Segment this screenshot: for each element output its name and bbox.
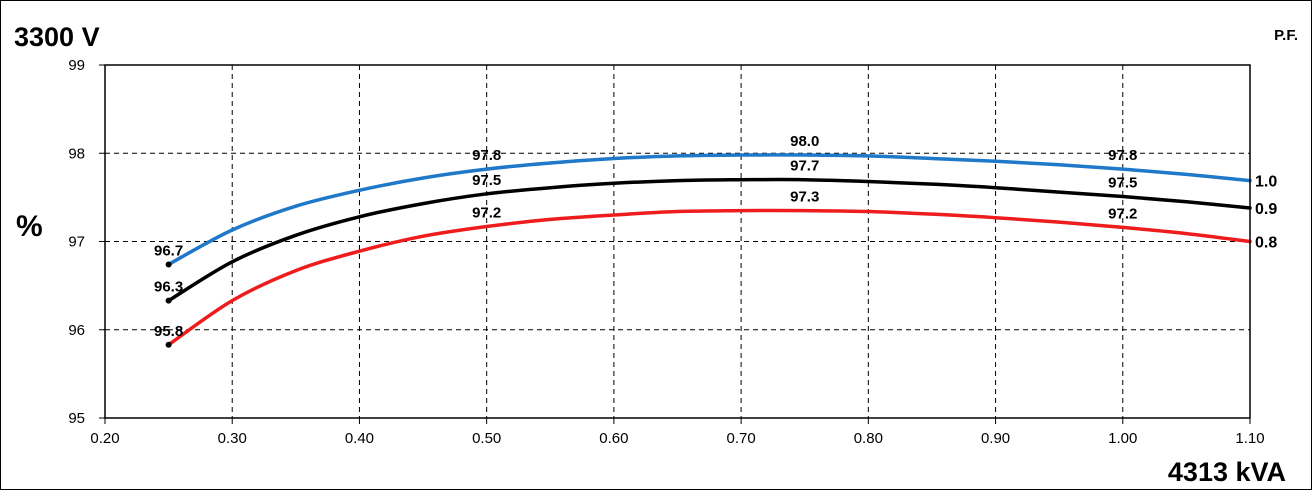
ticks: 0.20 0.30 0.40 0.50 0.60 0.70 0.80 0.90 1.00 1.10… [68,57,1264,447]
series-line-1.0 [166,153,1252,267]
data-label: 97.7 [790,158,819,175]
legend-entry-1.0: 1.0 [1255,174,1277,191]
legend-entry-0.8: 0.8 [1255,235,1277,252]
x-tick-label: 0.90 [981,430,1010,447]
legend: 1.0 0.9 0.8 [1255,174,1277,252]
x-tick-label: 0.70 [727,430,756,447]
data-label: 96.3 [154,279,183,296]
data-label: 98.0 [790,133,819,150]
y-tick-label: 99 [68,57,85,74]
data-label: 97.2 [1108,205,1137,222]
series-line-0.8 [166,208,1252,347]
data-label: 96.7 [154,242,183,259]
x-axis-label: 4313 kVA [1168,457,1286,487]
legend-title: P.F. [1274,27,1298,44]
y-axis-label: % [16,210,43,243]
data-label: 95.8 [154,323,183,340]
data-labels: 96.7 97.8 98.0 97.8 96.3 97.5 97.7 97.5 95.8 97.2… [154,133,1137,340]
series-start-point [165,341,172,348]
y-tick-label: 97 [68,234,85,251]
series-group [165,153,1252,348]
data-label: 97.5 [472,172,501,189]
y-tick-label: 98 [68,145,85,162]
x-tick-label: 1.10 [1235,430,1264,447]
grid [105,65,1250,418]
chart-title: 3300 V [14,22,100,52]
x-tick-label: 0.60 [599,430,628,447]
x-tick-label: 0.40 [345,430,374,447]
y-tick-label: 95 [68,410,85,427]
data-label: 97.8 [472,147,501,164]
series-start-point [165,297,172,304]
legend-entry-0.9: 0.9 [1255,201,1277,218]
data-label: 97.5 [1108,174,1137,191]
series-start-point [165,261,172,268]
data-label: 97.3 [790,189,819,206]
y-tick-label: 96 [68,322,85,339]
x-tick-label: 0.30 [218,430,247,447]
x-tick-label: 1.00 [1108,430,1137,447]
x-tick-label: 0.50 [472,430,501,447]
x-tick-label: 0.20 [90,430,119,447]
data-label: 97.8 [1108,147,1137,164]
series-line-0.9 [166,177,1252,303]
x-tick-label: 0.80 [854,430,883,447]
data-label: 97.2 [472,204,501,221]
